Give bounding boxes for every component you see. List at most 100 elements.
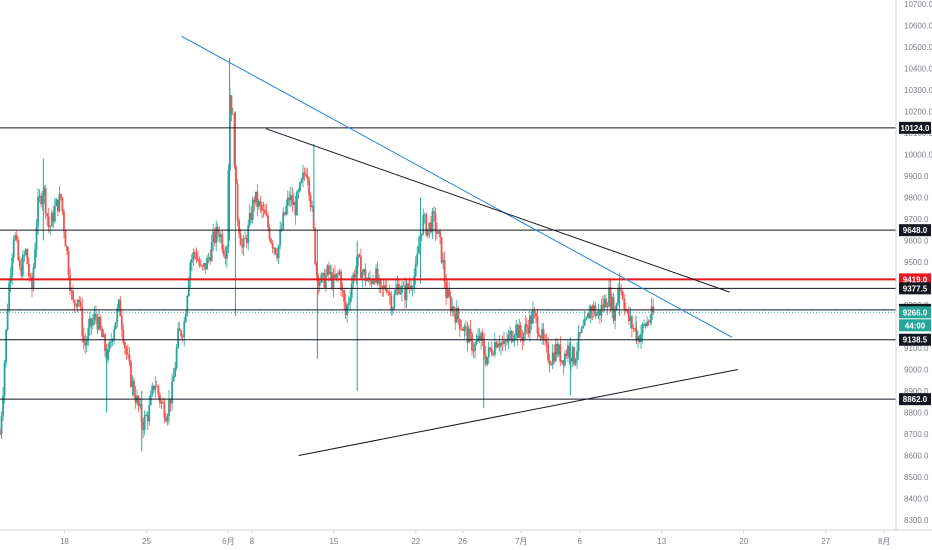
candle-body [349,297,352,303]
candle-body [338,271,341,275]
candle-body [283,212,286,215]
candle-body [401,285,403,293]
candle-body [297,190,300,193]
candle-body [448,289,451,297]
candle-body [323,273,326,288]
candle-body [522,332,525,342]
candle-body [165,418,167,422]
trendline[interactable] [181,35,733,338]
candle-body [183,322,186,338]
candle-body [589,306,592,319]
candle-body [108,342,111,349]
x-tick-label: 6月 [222,537,234,546]
candle-body [341,290,344,291]
candle-body [38,195,41,198]
candle-body [413,276,416,288]
candle-body [174,367,177,377]
candle-body [130,361,132,387]
price-axis[interactable]: 8300.0 8400.0 8500.0 8600.0 8700.0 8800.0 8900… [895,0,932,530]
candle-body [116,308,119,323]
candle-body [203,263,205,267]
candle-body [190,258,193,263]
candle-body [429,222,432,233]
candle-body [334,274,336,278]
candle-body [46,213,49,217]
candle-body [90,318,93,326]
candle-body [627,311,630,322]
x-tick-label: 18 [60,537,69,546]
candle-body [512,339,515,342]
candle-body [455,307,458,323]
candle-body [251,199,254,220]
candle-body [433,211,435,214]
candle-body [454,312,457,323]
candle-body [63,211,65,231]
candle-body [471,334,473,351]
candle-body [314,228,317,264]
x-tick-label: 7月 [515,537,527,546]
candle-body [15,235,18,241]
candle-body [340,271,342,291]
y-tick-label: 9000.0 [904,366,929,375]
current-price-badge-label: 9266.0 [903,308,928,317]
horizontal-levels[interactable] [0,127,896,400]
candle-body [213,231,216,243]
candle-body [615,303,618,311]
candle-body [621,291,624,299]
level-badge [899,393,931,406]
candle-body [611,297,613,310]
candle-body [355,266,358,278]
x-tick-label: 25 [142,537,151,546]
candle-body [41,194,44,205]
candle-body [218,233,221,237]
candle-body [267,215,269,228]
trendline[interactable] [265,128,730,293]
candle-body [541,329,543,339]
candle-body [69,274,71,291]
y-tick-label: 8600.0 [904,452,929,461]
candle-body [279,230,282,246]
candle-body [344,301,347,316]
y-tick-label: 9500.0 [904,258,929,267]
candle-body [178,328,181,331]
candle-body [513,335,516,340]
candle-body [567,345,569,356]
trendlines[interactable] [181,35,738,456]
candle-body [489,347,492,350]
candle-body [588,313,591,319]
candle-body [317,275,320,287]
candle-body [366,280,368,282]
candle-body [221,234,224,250]
candle-body [402,285,405,287]
candle-body [20,266,23,276]
candle-body [75,304,78,307]
candle-body [417,245,420,254]
candle-body [363,269,365,273]
candle-body [638,336,641,343]
candle-body [257,201,260,207]
candle-body [414,264,417,277]
candle-body [327,265,330,275]
trendline[interactable] [298,369,738,456]
candle-body [204,263,207,270]
candle-body [192,252,195,259]
candle-body [592,305,595,311]
candle-body [550,364,553,366]
candle-body [206,258,208,270]
candle-body [238,220,240,234]
candle-body [580,327,583,333]
time-axis[interactable]: 18 25 6月 8 15 22 26 7月 6 13 20 27 8月 [0,529,932,546]
candle-body [602,304,604,309]
candle-body [496,343,499,348]
candle-body [248,212,251,226]
candle-body [644,323,647,327]
candle-body [224,255,227,259]
candle-body [93,313,96,321]
candle-body [96,317,99,330]
candle-body [137,396,140,406]
candle-body [393,294,396,309]
candle-body [125,347,128,354]
candle-body [195,253,198,259]
candle-body [623,298,626,309]
